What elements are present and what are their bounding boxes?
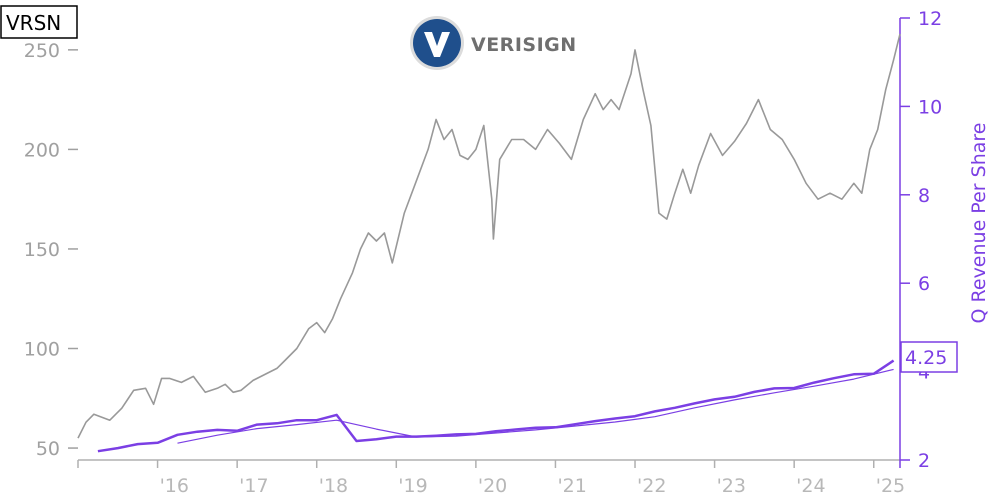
revenue-line <box>97 359 895 453</box>
revenue-trend-line <box>177 368 894 444</box>
logo-v-mark <box>424 32 450 57</box>
x-tick-label: '23 <box>717 475 746 497</box>
left-tick-label: 250 <box>24 40 60 62</box>
ticker-label: VRSN <box>6 11 61 35</box>
left-tick-label: 200 <box>24 139 60 161</box>
right-axis: 24681012 <box>900 8 942 472</box>
x-tick-label: '17 <box>239 475 268 497</box>
right-tick-label: 10 <box>918 96 942 118</box>
series-layer <box>77 33 901 453</box>
x-tick-label: '20 <box>478 475 507 497</box>
logo-circle <box>413 19 461 67</box>
left-axis: 50 100 150 200 250 <box>24 40 78 460</box>
right-tick-label: 2 <box>918 450 930 472</box>
x-tick-label: '16 <box>160 475 189 497</box>
right-tick-label: 6 <box>918 273 930 295</box>
price-line <box>77 33 901 439</box>
logo-wordmark: VERISIGN <box>471 34 577 56</box>
right-tick-label: 8 <box>918 185 930 207</box>
x-tick-label: '19 <box>398 475 427 497</box>
left-tick-label: 50 <box>36 438 60 460</box>
x-tick-label: '22 <box>637 475 666 497</box>
x-tick-label: '24 <box>796 475 825 497</box>
right-axis-title: Q Revenue Per Share <box>968 123 990 324</box>
left-tick-label: 150 <box>24 239 60 261</box>
last-value-badge: 4.25 <box>900 341 958 373</box>
last-value-label: 4.25 <box>905 347 947 369</box>
company-logo: VERISIGN <box>410 16 577 70</box>
ticker-box: VRSN <box>0 5 78 39</box>
left-tick-label: 100 <box>24 339 60 361</box>
right-tick-label: 12 <box>918 8 942 30</box>
x-tick-label: '25 <box>876 475 905 497</box>
x-axis: '16 '17 '18 '19 '20 '21 '22 '23 '24 '25 <box>77 460 905 497</box>
x-tick-label: '18 <box>319 475 348 497</box>
x-tick-label: '21 <box>557 475 586 497</box>
